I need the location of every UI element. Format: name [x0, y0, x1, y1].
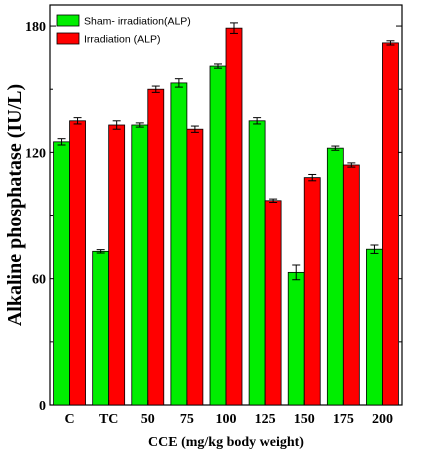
- bar-irradiation: [264, 200, 282, 406]
- bar-irradiation: [186, 128, 204, 406]
- bar-irradiation: [303, 177, 321, 406]
- bar-irradiation: [108, 124, 126, 406]
- x-tick-label: 125: [255, 412, 276, 427]
- bars-group: [53, 22, 399, 406]
- x-tick-label: C: [64, 412, 74, 427]
- x-tick-label: 150: [294, 412, 315, 427]
- x-tick-label: 75: [180, 412, 194, 427]
- x-tick-label: 200: [372, 412, 393, 427]
- x-axis: C TC 50 75 100 125 150 175 200: [64, 400, 393, 427]
- x-tick-label: TC: [99, 412, 118, 427]
- bar-irradiation: [147, 88, 165, 406]
- y-axis-label: Alkaline phosphatase (IU/L): [4, 84, 26, 326]
- y-tick-label: 0: [39, 399, 46, 414]
- y-tick-label: 180: [25, 20, 46, 35]
- legend-label-irradiation: Irradiation (ALP): [84, 34, 160, 46]
- legend-label-sham: Sham- irradiation(ALP): [84, 16, 191, 28]
- x-tick-label: 100: [216, 412, 237, 427]
- legend: Sham- irradiation(ALP) Irradiation (ALP): [56, 14, 191, 46]
- bar-sham: [170, 82, 188, 406]
- y-tick-label: 120: [25, 146, 46, 161]
- x-tick-label: 175: [333, 412, 354, 427]
- x-axis-label: CCE (mg/kg body weight): [148, 435, 304, 450]
- bar-irradiation: [225, 27, 243, 406]
- bar-sham: [131, 124, 149, 406]
- bar-sham: [287, 271, 305, 406]
- legend-swatch-sham: [56, 14, 80, 27]
- x-tick-label: 50: [141, 412, 155, 427]
- bar-sham: [248, 120, 266, 406]
- legend-swatch-irradiation: [56, 32, 80, 45]
- bar-irradiation: [69, 120, 86, 406]
- bar-sham: [326, 147, 344, 406]
- bar-sham: [366, 248, 383, 406]
- bar-sham: [92, 250, 110, 406]
- bar-irradiation: [382, 42, 399, 406]
- bar-irradiation: [342, 164, 360, 406]
- bar-sham: [209, 65, 227, 406]
- bar-sham: [53, 141, 70, 406]
- y-tick-label: 60: [32, 273, 46, 288]
